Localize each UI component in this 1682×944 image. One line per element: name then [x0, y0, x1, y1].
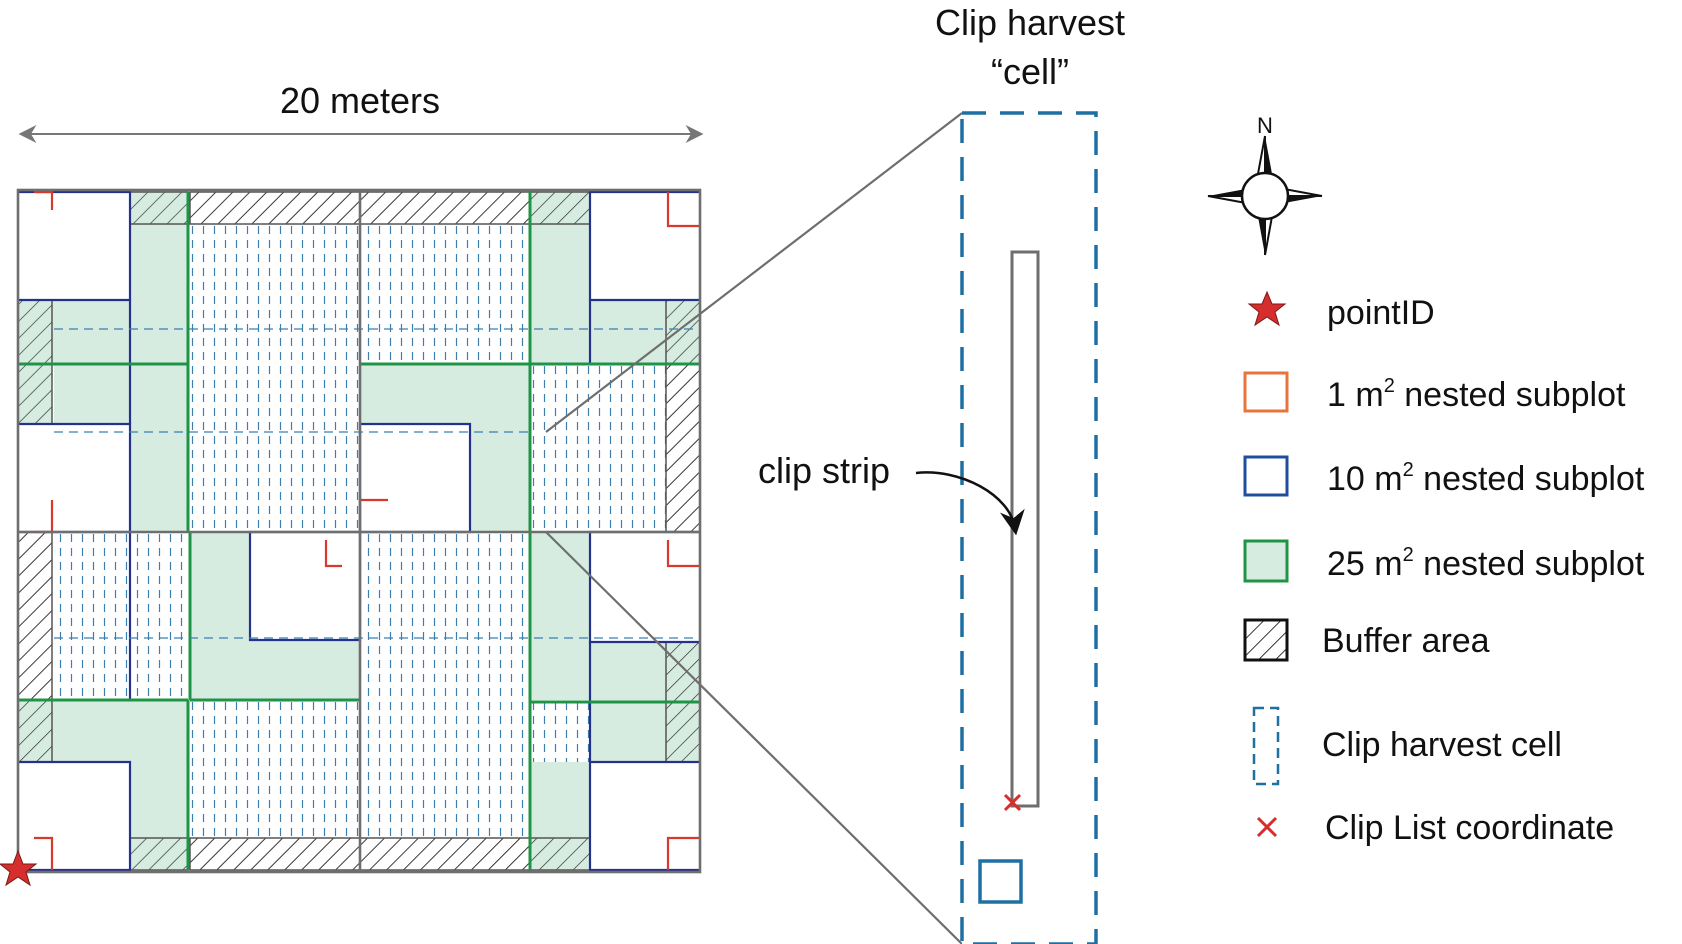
- red-x-icon: [1256, 816, 1278, 838]
- legend-item-buffer: Buffer area: [1243, 618, 1490, 662]
- legend-item-clip-cell: Clip harvest cell: [1252, 706, 1562, 786]
- red-star-icon: [1247, 290, 1287, 327]
- clip-strip: [1010, 250, 1040, 808]
- legend-item-coordinate: Clip List coordinate: [1256, 809, 1614, 847]
- plot-grid: [16, 188, 702, 874]
- compass-north-label: N: [1257, 113, 1273, 138]
- legend: pointID 1 m2 nested subplot 10 m2 nested…: [1243, 290, 1645, 847]
- cell-title-line1: Clip harvest: [935, 2, 1125, 43]
- blue-square-icon: [1243, 455, 1289, 497]
- legend-label: 25 m2 nested subplot: [1327, 544, 1645, 583]
- orange-square-icon: [1243, 371, 1289, 413]
- point-id-star: [0, 849, 38, 887]
- legend-label: Buffer area: [1322, 622, 1490, 660]
- legend-label: pointID: [1327, 294, 1435, 332]
- width-label: 20 meters: [280, 80, 440, 121]
- legend-item-point-id: pointID: [1247, 290, 1435, 332]
- legend-item-subplot-25: 25 m2 nested subplot: [1243, 539, 1645, 583]
- clip-strip-label: clip strip: [758, 450, 890, 491]
- zoom-lines: [545, 112, 963, 944]
- legend-label: 1 m2 nested subplot: [1327, 375, 1626, 414]
- legend-item-subplot-1: 1 m2 nested subplot: [1243, 371, 1626, 414]
- cell-title-line2: “cell”: [991, 51, 1069, 92]
- legend-item-subplot-10: 10 m2 nested subplot: [1243, 455, 1645, 498]
- plot: [0, 188, 702, 887]
- subplot-25-lines: [18, 192, 700, 870]
- clip-strip-arrow: [915, 471, 1025, 536]
- width-dimension: 20 meters: [18, 80, 704, 143]
- buffer-areas: [17, 191, 701, 871]
- dashed-cell-icon: [1252, 706, 1280, 786]
- green-square-icon: [1243, 539, 1289, 583]
- north-compass-icon: N: [1207, 113, 1323, 256]
- cell-blue-square: [978, 859, 1023, 904]
- hatched-square-icon: [1243, 618, 1289, 662]
- legend-label: Clip List coordinate: [1325, 809, 1614, 847]
- clip-coordinate-mark: [1003, 793, 1022, 812]
- legend-label: 10 m2 nested subplot: [1327, 459, 1645, 498]
- legend-label: Clip harvest cell: [1322, 726, 1562, 764]
- quadrant-dashed-lines: [54, 328, 700, 639]
- clip-cell-zoom: Clip harvest “cell” clip strip: [758, 2, 1125, 944]
